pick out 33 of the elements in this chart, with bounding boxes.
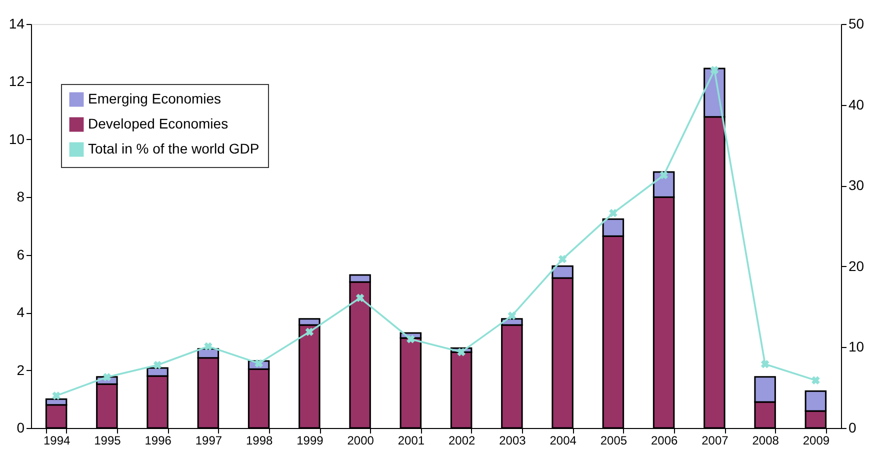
x-tick-label: 2007	[702, 434, 729, 448]
y-tick-label: 6	[16, 246, 25, 262]
y-tick-label: 0	[16, 420, 25, 436]
x-tick-label: 1996	[144, 434, 172, 448]
legend-label: Developed Economies	[88, 116, 228, 132]
y-tick-label: 2	[16, 362, 25, 378]
x-tick-label: 2005	[600, 434, 628, 448]
y2-tick-label: 10	[848, 338, 864, 355]
y-tick-label: 8	[16, 188, 25, 205]
legend-label: Total in % of the world GDP	[88, 140, 260, 156]
y2-tick-label: 0	[848, 420, 856, 436]
x-tick-label: 2003	[499, 434, 526, 448]
y2-tick-label: 40	[848, 96, 864, 112]
y-tick-label: 10	[8, 130, 25, 147]
y-tick-label: 12	[8, 73, 25, 90]
x-tick-label: 2009	[802, 434, 830, 448]
x-tick-label: 1997	[195, 434, 222, 448]
y-tick-label: 4	[16, 304, 25, 320]
y-tick-label: 14	[8, 16, 25, 32]
x-tick-label: 1994	[43, 434, 70, 448]
y2-tick-label: 30	[848, 177, 864, 194]
x-tick-label: 2000	[347, 434, 374, 448]
legend-label: Emerging Economies	[88, 90, 222, 106]
x-tick-label: 2008	[752, 434, 780, 448]
x-tick-label: 2001	[398, 434, 425, 448]
y2-tick-label: 20	[848, 258, 864, 274]
x-tick-label: 2004	[550, 434, 577, 448]
x-tick-label: 2002	[448, 434, 476, 448]
x-tick-label: 1999	[296, 434, 324, 448]
x-tick-label: 1995	[94, 434, 122, 448]
x-tick-label: 1998	[246, 434, 273, 448]
x-tick-label: 2006	[650, 434, 678, 448]
y2-tick-label: 50	[848, 16, 864, 32]
